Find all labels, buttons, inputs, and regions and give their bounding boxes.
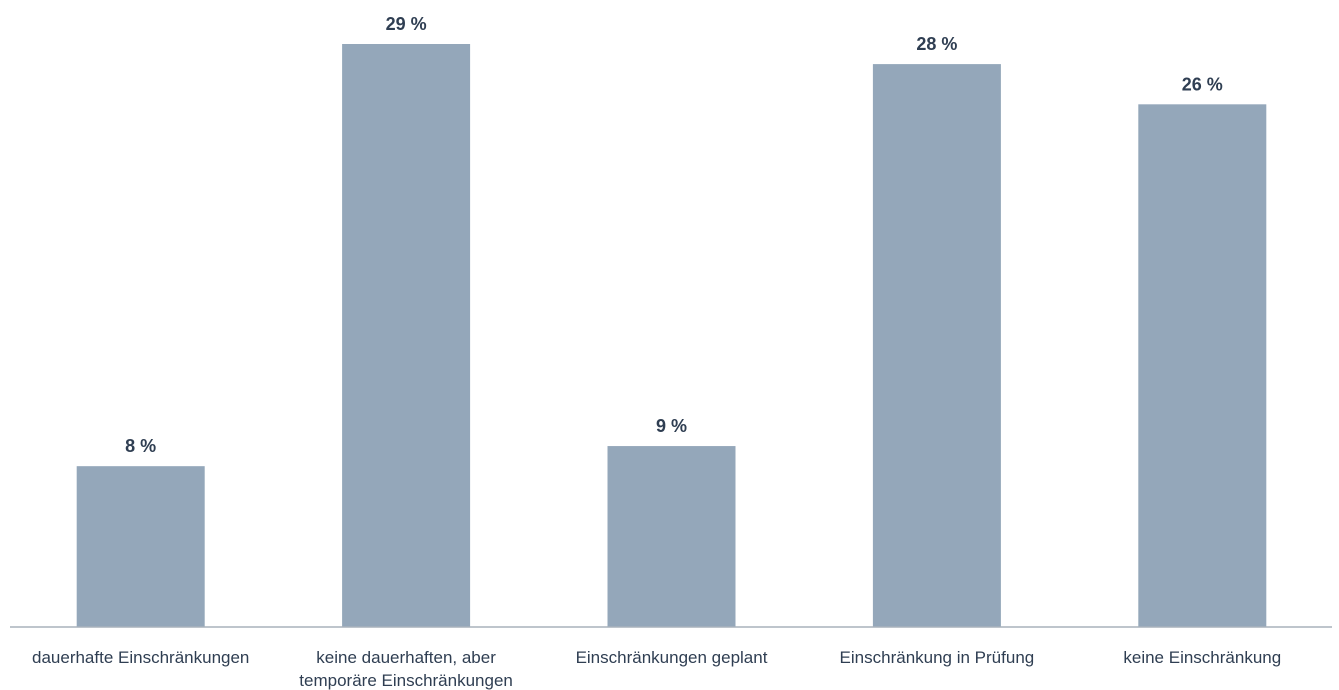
- bars-layer: [76, 44, 1267, 627]
- bar-4: [872, 64, 1001, 627]
- bar-2: [342, 44, 471, 627]
- bar-1: [76, 466, 205, 627]
- bar-5: [1138, 104, 1267, 627]
- category-label-4: Einschränkung in Prüfung: [840, 648, 1035, 667]
- category-label-3-line-1: Einschränkungen geplant: [576, 648, 768, 667]
- value-label-3: 9 %: [656, 416, 687, 436]
- category-label-1-line-1: dauerhafte Einschränkungen: [32, 648, 249, 667]
- value-label-4: 28 %: [916, 34, 957, 54]
- bar-3: [607, 446, 736, 627]
- category-label-2-line-2: temporäre Einschränkungen: [299, 671, 513, 690]
- value-label-2: 29 %: [386, 14, 427, 34]
- category-label-5-line-1: keine Einschränkung: [1123, 648, 1281, 667]
- category-label-3: Einschränkungen geplant: [576, 648, 768, 667]
- category-label-5: keine Einschränkung: [1123, 648, 1281, 667]
- value-label-5: 26 %: [1182, 74, 1223, 94]
- category-label-2: keine dauerhaften, aber temporäre Einschr…: [299, 648, 513, 690]
- category-labels-layer: dauerhafte Einschränkungen keine dauerhaf…: [32, 648, 1281, 690]
- value-labels-layer: 8 % 29 % 9 % 28 % 26 %: [125, 14, 1223, 456]
- category-label-1: dauerhafte Einschränkungen: [32, 648, 249, 667]
- category-label-2-line-1: keine dauerhaften, aber: [316, 648, 496, 667]
- category-label-4-line-1: Einschränkung in Prüfung: [840, 648, 1035, 667]
- value-label-1: 8 %: [125, 436, 156, 456]
